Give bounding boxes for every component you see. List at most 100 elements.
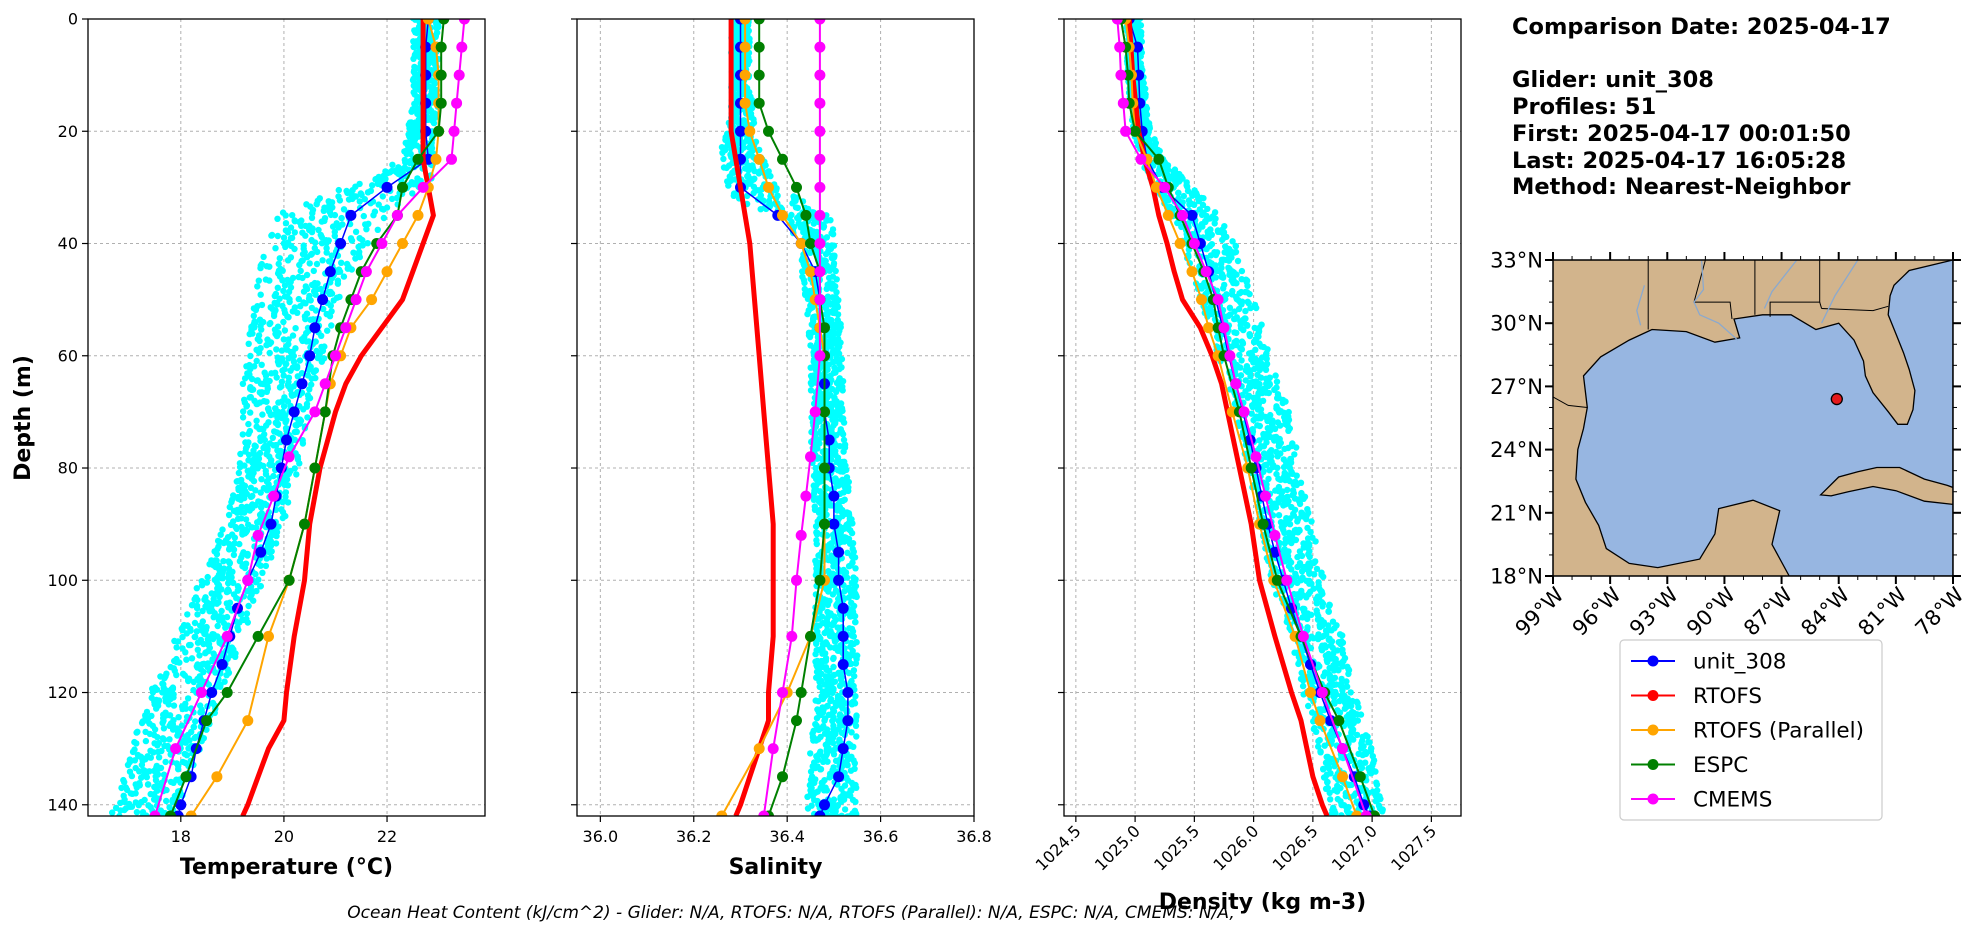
scatter-point xyxy=(205,681,212,688)
scatter-point xyxy=(188,602,196,609)
scatter-point xyxy=(380,214,388,222)
scatter-point xyxy=(252,306,260,314)
panel-frame xyxy=(576,18,975,817)
scatter-point xyxy=(194,646,201,653)
scatter-point xyxy=(430,119,438,127)
scatter-point xyxy=(1312,538,1319,545)
scatter-point xyxy=(807,379,815,387)
scatter-point xyxy=(150,749,157,756)
scatter-point xyxy=(245,451,253,459)
scatter-point xyxy=(252,570,259,578)
scatter-point xyxy=(160,725,168,732)
scatter-point xyxy=(356,198,363,205)
series-marker xyxy=(753,743,765,755)
scatter-point xyxy=(233,478,240,485)
scatter-point xyxy=(813,531,821,538)
scatter-point xyxy=(1256,366,1264,374)
scatter-point xyxy=(1180,192,1188,200)
scatter-point xyxy=(334,268,342,276)
scatter-point xyxy=(824,691,831,698)
scatter-point xyxy=(268,232,275,239)
scatter-point xyxy=(833,276,840,283)
scatter-point xyxy=(247,352,254,360)
scatter-point xyxy=(812,464,819,472)
scatter-point xyxy=(178,722,186,729)
scatter-point xyxy=(1256,437,1263,444)
scatter-point xyxy=(374,226,381,233)
scatter-point xyxy=(1296,500,1304,508)
scatter-point xyxy=(838,615,846,623)
scatter-point xyxy=(1313,565,1321,573)
scatter-point xyxy=(163,797,170,805)
scatter-point xyxy=(121,798,128,805)
scatter-point xyxy=(1294,563,1301,571)
scatter-point xyxy=(129,748,137,756)
series-marker xyxy=(381,266,393,278)
series-line xyxy=(240,19,436,816)
scatter-point xyxy=(162,758,169,766)
scatter-point xyxy=(184,695,192,702)
scatter-point xyxy=(369,182,376,189)
scatter-point xyxy=(129,790,136,797)
scatter-point xyxy=(287,234,295,242)
scatter-point xyxy=(830,751,838,758)
scatter-point xyxy=(183,656,190,663)
scatter-point xyxy=(794,214,801,222)
series-rtofs xyxy=(240,19,436,816)
scatter-point xyxy=(285,314,292,321)
scatter-point xyxy=(1254,406,1262,413)
scatter-point xyxy=(320,305,327,313)
scatter-point xyxy=(182,739,189,746)
scatter-point xyxy=(275,399,282,406)
series-marker xyxy=(837,743,849,755)
scatter-point xyxy=(835,813,842,816)
series-marker xyxy=(833,574,845,586)
scatter-point xyxy=(851,760,858,767)
scatter-point xyxy=(1306,542,1313,550)
scatter-point xyxy=(1237,372,1245,379)
scatter-point xyxy=(154,742,161,749)
scatter-point xyxy=(725,182,732,189)
scatter-point xyxy=(201,630,208,638)
scatter-point xyxy=(253,357,260,365)
series-marker xyxy=(317,294,329,306)
scatter-point xyxy=(825,588,832,595)
scatter-point xyxy=(308,214,316,221)
scatter-point xyxy=(1285,427,1292,434)
scatter-point xyxy=(821,717,828,724)
series-unit-308 xyxy=(172,19,434,816)
scatter-point xyxy=(263,487,271,494)
y-tick-label: 40 xyxy=(58,234,78,253)
scatter-point xyxy=(1294,579,1301,587)
scatter-point xyxy=(1250,416,1257,424)
scatter-point xyxy=(745,167,752,174)
series-marker xyxy=(446,153,457,165)
series-marker xyxy=(417,181,429,193)
scatter-point xyxy=(1220,285,1227,292)
scatter-point xyxy=(1303,515,1310,523)
scatter-point xyxy=(827,644,834,651)
series-marker xyxy=(149,810,161,816)
scatter-point xyxy=(1198,211,1206,219)
scatter-point xyxy=(169,685,177,693)
scatter-point xyxy=(1281,529,1288,536)
scatter-point xyxy=(226,503,233,511)
scatter-point xyxy=(307,316,314,323)
scatter-point xyxy=(841,588,848,595)
scatter-point xyxy=(220,539,227,547)
plot-area xyxy=(1111,19,1386,816)
scatter-point xyxy=(1232,248,1240,256)
scatter-point xyxy=(280,372,287,379)
series-marker xyxy=(791,181,802,193)
scatter-point xyxy=(836,682,844,690)
y-tick-label: 60 xyxy=(58,346,78,365)
scatter-point xyxy=(813,228,821,236)
scatter-point xyxy=(830,563,837,570)
scatter-point xyxy=(276,255,283,262)
scatter-point xyxy=(328,290,336,297)
scatter-point xyxy=(290,358,298,365)
scatter-point xyxy=(1262,366,1270,373)
scatter-point xyxy=(266,277,273,284)
scatter-point xyxy=(847,767,855,774)
scatter-point xyxy=(244,588,251,595)
